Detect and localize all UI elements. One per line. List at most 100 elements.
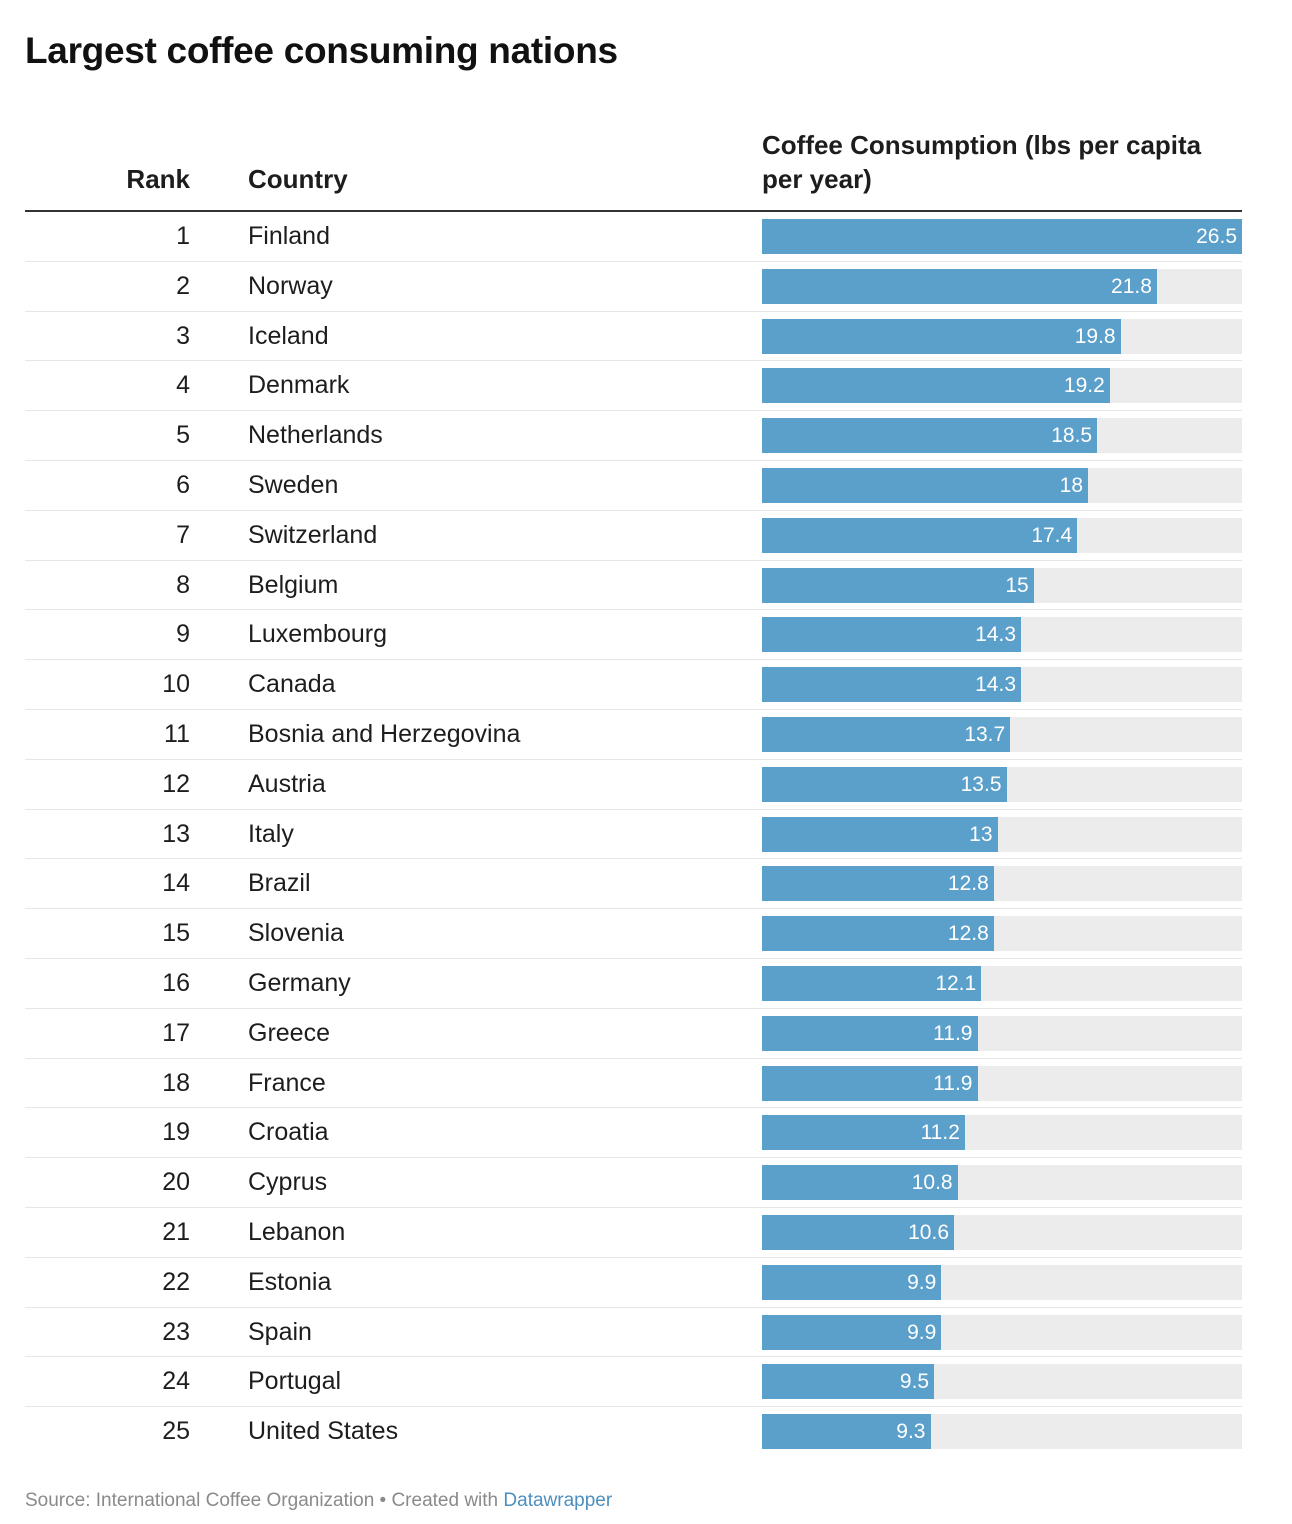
bar-value-label: 9.9	[907, 1270, 937, 1294]
country-cell: Cyprus	[248, 1168, 328, 1197]
table-row: 21 Lebanon 10.6	[25, 1208, 1242, 1258]
table-row: 9 Luxembourg 14.3	[25, 610, 1242, 661]
bar: 12.8	[762, 916, 994, 952]
bar: 12.8	[762, 866, 994, 902]
country-cell: France	[248, 1068, 326, 1097]
bar-track: 12.8	[762, 916, 1242, 952]
table-row: 17 Greece 11.9	[25, 1009, 1242, 1059]
table-row: 15 Slovenia 12.8	[25, 909, 1242, 959]
table-body: 1 Finland 26.5 2 Norway 21.8 3 Iceland 19.8 4 Denm…	[25, 212, 1242, 1457]
rank-cell: 2	[176, 271, 190, 300]
table-row: 23 Spain 9.9	[25, 1308, 1242, 1358]
country-cell: Greece	[248, 1018, 330, 1047]
bar-track: 19.8	[762, 318, 1242, 354]
bar-value-label: 13	[969, 822, 993, 846]
bar-value-label: 12.1	[935, 971, 977, 995]
column-header-country[interactable]: Country	[248, 164, 348, 194]
bar-track: 18	[762, 467, 1242, 503]
table-row: 14 Brazil 12.8	[25, 859, 1242, 910]
rank-cell: 7	[176, 520, 190, 549]
table-row: 2 Norway 21.8	[25, 262, 1242, 312]
rank-cell: 19	[162, 1118, 190, 1147]
bar-value-label: 11.9	[933, 1071, 973, 1095]
rank-cell: 11	[164, 719, 190, 748]
rank-cell: 6	[176, 470, 190, 499]
bar-track: 13.5	[762, 766, 1242, 802]
table-row: 7 Switzerland 17.4	[25, 511, 1242, 561]
bar-value-label: 9.9	[907, 1320, 937, 1344]
country-cell: Denmark	[248, 371, 350, 400]
bar-value-label: 18	[1059, 473, 1083, 497]
source-note: Source: International Coffee Organizatio…	[25, 1490, 504, 1511]
bar-track: 9.9	[762, 1314, 1242, 1350]
column-header-rank[interactable]: Rank	[126, 164, 190, 194]
country-cell: Luxembourg	[248, 620, 387, 649]
country-cell: Switzerland	[248, 520, 378, 549]
bar: 10.8	[762, 1165, 958, 1201]
bar-track: 9.3	[762, 1414, 1242, 1450]
bar: 9.3	[762, 1414, 931, 1450]
rank-cell: 5	[176, 421, 190, 450]
rank-cell: 18	[162, 1068, 190, 1097]
chart-title: Largest coffee consuming nations	[25, 30, 618, 71]
rank-cell: 8	[176, 570, 190, 599]
country-cell: Brazil	[248, 869, 311, 898]
country-cell: Finland	[248, 222, 330, 250]
bar-value-label: 12.8	[947, 872, 989, 896]
bar-track: 9.9	[762, 1264, 1242, 1300]
rank-cell: 9	[176, 620, 190, 649]
table-row: 3 Iceland 19.8	[25, 312, 1242, 362]
bar-value-label: 14.3	[975, 623, 1016, 647]
bar-track: 12.1	[762, 965, 1242, 1001]
country-cell: Austria	[248, 769, 326, 798]
bar-value-label: 13.7	[964, 722, 1006, 746]
table-row: 20 Cyprus 10.8	[25, 1158, 1242, 1208]
bar-track: 14.3	[762, 617, 1242, 653]
country-cell: Spain	[248, 1317, 312, 1346]
table-row: 4 Denmark 19.2	[25, 361, 1242, 412]
country-cell: Netherlands	[248, 421, 383, 450]
bar-track: 11.9	[762, 1065, 1242, 1101]
bar: 19.2	[762, 368, 1110, 404]
rank-cell: 4	[176, 371, 190, 400]
bar: 13	[762, 816, 998, 852]
rank-cell: 3	[176, 321, 190, 350]
rank-cell: 21	[162, 1217, 190, 1246]
bar-value-label: 19.8	[1074, 324, 1116, 348]
rank-cell: 23	[162, 1317, 190, 1346]
bar-track: 13	[762, 816, 1242, 852]
bar: 26.5	[762, 219, 1242, 254]
bar: 12.1	[762, 965, 982, 1001]
bar-track: 10.8	[762, 1165, 1242, 1201]
table-row: 12 Austria 13.5	[25, 760, 1242, 810]
bar: 14.3	[762, 667, 1021, 703]
bar-track: 10.6	[762, 1214, 1242, 1250]
bar: 14.3	[762, 617, 1021, 653]
rank-cell: 22	[162, 1267, 190, 1296]
column-header-consumption[interactable]: Coffee Consumption (lbs per capita per y…	[762, 130, 1202, 194]
bar: 11.9	[762, 1065, 978, 1101]
bar: 9.9	[762, 1264, 942, 1300]
datawrapper-link[interactable]: Datawrapper	[503, 1490, 613, 1511]
rank-cell: 1	[176, 222, 190, 250]
table-row: 16 Germany 12.1	[25, 959, 1242, 1009]
bar-track: 14.3	[762, 667, 1242, 703]
bar-track: 19.2	[762, 368, 1242, 404]
country-cell: Italy	[248, 819, 294, 848]
bar-track: 9.5	[762, 1364, 1242, 1400]
table-row: 10 Canada 14.3	[25, 660, 1242, 710]
table-header: Rank Country Coffee Consumption (lbs per…	[25, 126, 1242, 212]
bar-track: 21.8	[762, 268, 1242, 304]
table-row: 19 Croatia 11.2	[25, 1108, 1242, 1159]
bar: 18.5	[762, 418, 1098, 454]
bar: 21.8	[762, 268, 1157, 304]
rank-cell: 24	[162, 1367, 190, 1396]
bar-value-label: 12.8	[947, 922, 989, 946]
bar-track: 15	[762, 567, 1242, 603]
rank-cell: 13	[162, 819, 190, 848]
rank-cell: 16	[162, 968, 190, 997]
country-cell: Estonia	[248, 1267, 332, 1296]
country-cell: Lebanon	[248, 1217, 346, 1246]
bar: 11.2	[762, 1115, 965, 1151]
rank-cell: 25	[162, 1417, 190, 1446]
